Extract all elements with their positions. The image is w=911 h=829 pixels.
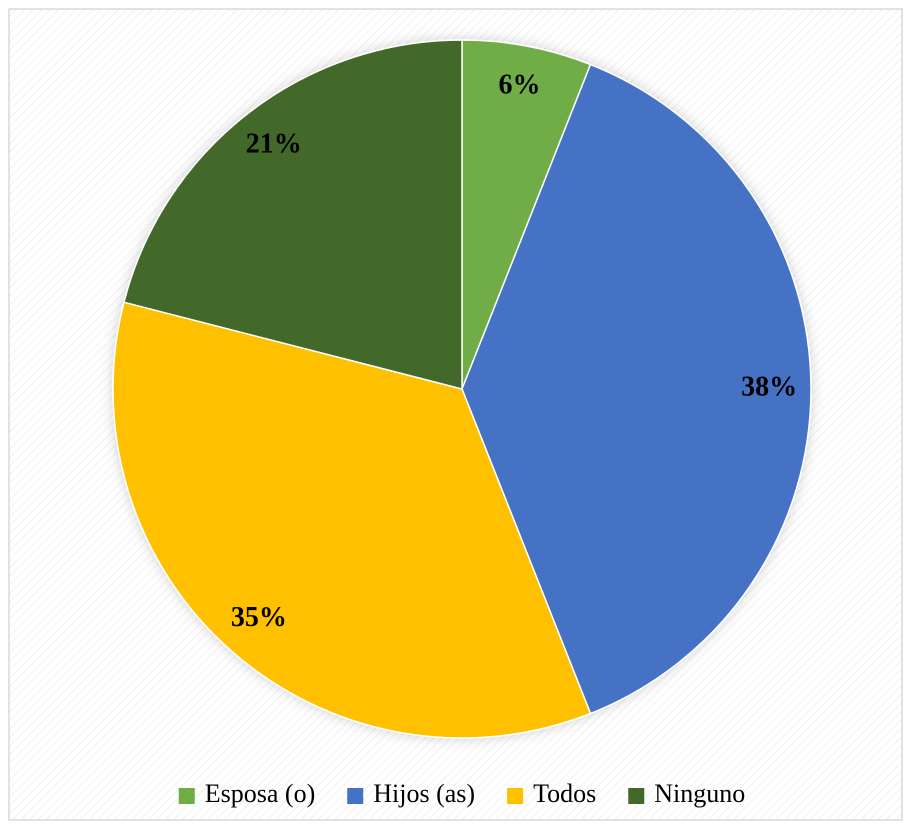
pie-slice (123, 39, 463, 390)
pie (112, 39, 812, 739)
data-labels: 6% 38% 35% 21% (231, 70, 797, 633)
data-label: 35% (231, 602, 287, 633)
pie-slice (461, 39, 592, 390)
legend-label: Esposa (o) (205, 779, 315, 808)
data-label: 21% (246, 129, 302, 160)
pie-slice (461, 63, 812, 715)
legend-swatch (178, 788, 195, 804)
data-label: 6% (499, 70, 541, 101)
legend-swatch (347, 788, 364, 804)
legend-label: Ninguno (654, 779, 745, 808)
legend: Esposa (o) Hijos (as) Todos Ninguno (178, 779, 745, 808)
pie-slice (112, 301, 592, 739)
legend-label: Hijos (as) (373, 779, 475, 808)
legend-swatch (628, 788, 645, 804)
legend-swatch (507, 788, 524, 804)
legend-label: Todos (533, 779, 596, 808)
data-label: 38% (741, 371, 797, 402)
